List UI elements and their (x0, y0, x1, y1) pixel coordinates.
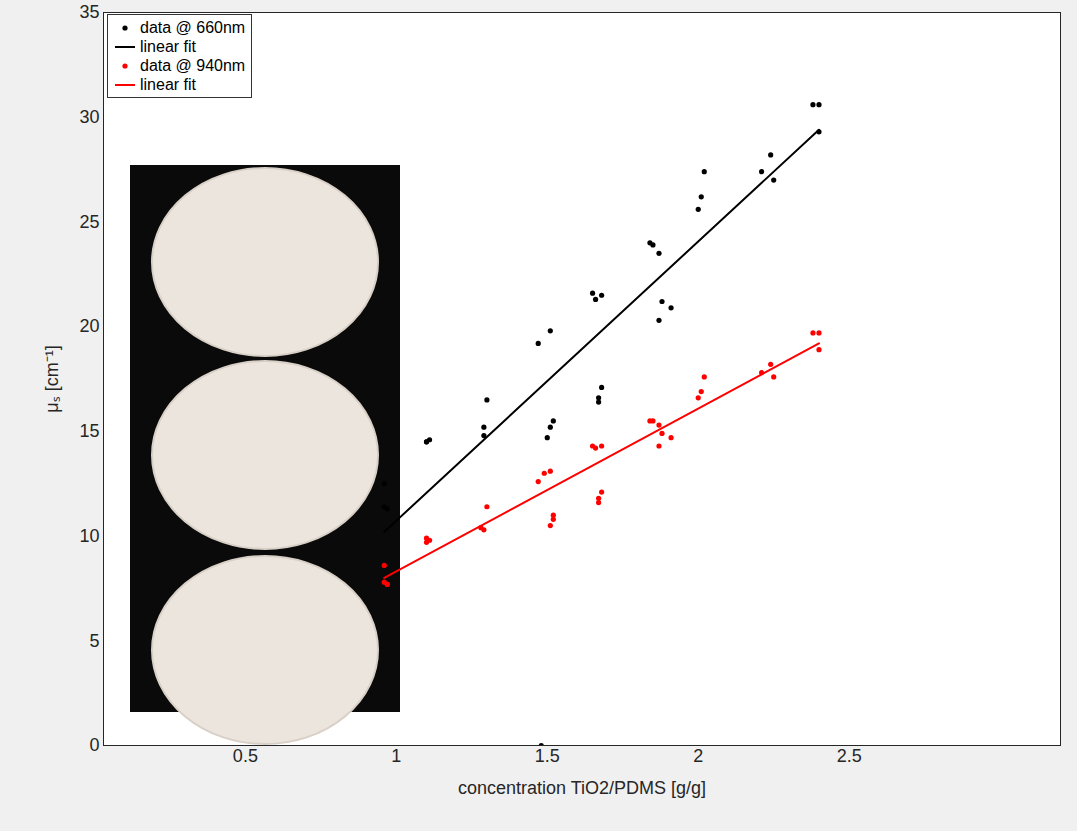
html-text:linear fit: linear fit (140, 38, 196, 55)
svg-text:30: 30 (79, 107, 99, 127)
svg-text:20: 20 (79, 316, 99, 336)
svg-text:0: 0 (89, 735, 99, 755)
svg-text:25: 25 (79, 212, 99, 232)
svg-text:10: 10 (79, 526, 99, 546)
svg-text:35: 35 (79, 2, 99, 22)
svg-text:2.5: 2.5 (837, 746, 862, 766)
svg-text:concentration TiO2/PDMS [g/g]: concentration TiO2/PDMS [g/g] (458, 778, 706, 798)
svg-text:μₛ [cm⁻¹]: μₛ [cm⁻¹] (42, 345, 62, 412)
html-text:data @ 940nm: data @ 940nm (140, 57, 246, 74)
svg-text:1: 1 (391, 746, 401, 766)
svg-text:0.5: 0.5 (233, 746, 258, 766)
svg-text:5: 5 (89, 631, 99, 651)
html-text:data @ 660nm: data @ 660nm (140, 19, 246, 36)
svg-text:1.5: 1.5 (535, 746, 560, 766)
svg-text:2: 2 (693, 746, 703, 766)
html-text:linear fit: linear fit (140, 76, 196, 93)
svg-text:15: 15 (79, 421, 99, 441)
